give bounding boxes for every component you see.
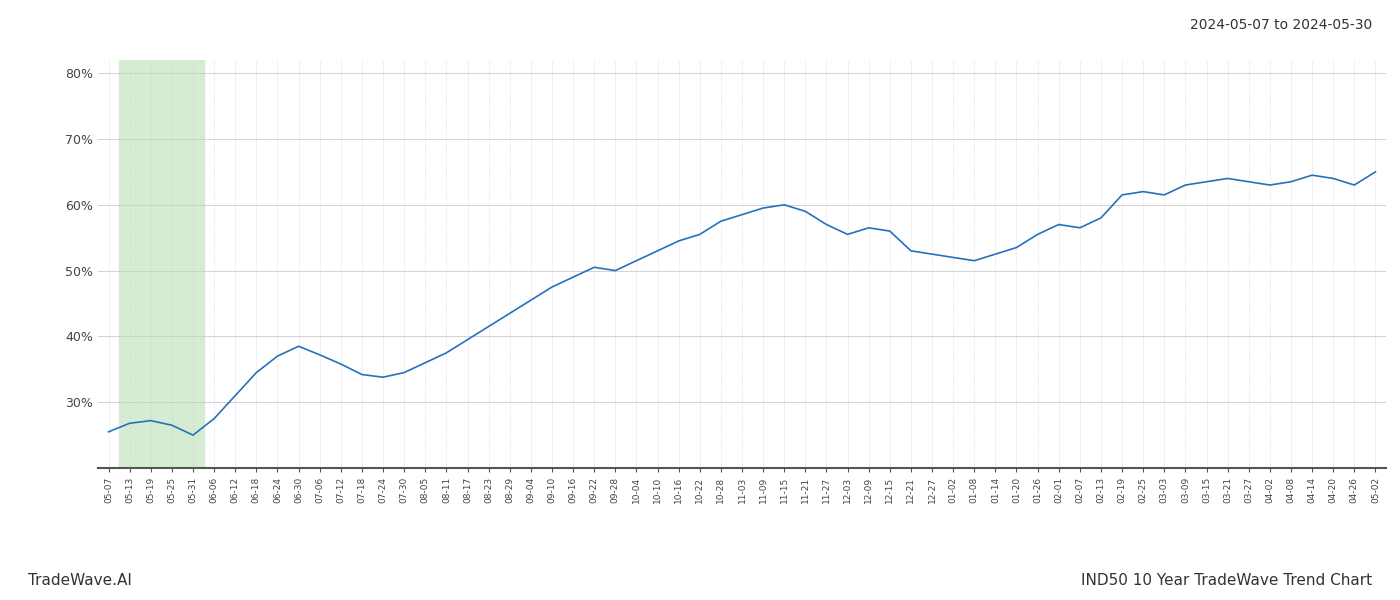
Bar xyxy=(119,60,203,468)
Text: IND50 10 Year TradeWave Trend Chart: IND50 10 Year TradeWave Trend Chart xyxy=(1081,573,1372,588)
Text: 2024-05-07 to 2024-05-30: 2024-05-07 to 2024-05-30 xyxy=(1190,18,1372,32)
Text: TradeWave.AI: TradeWave.AI xyxy=(28,573,132,588)
